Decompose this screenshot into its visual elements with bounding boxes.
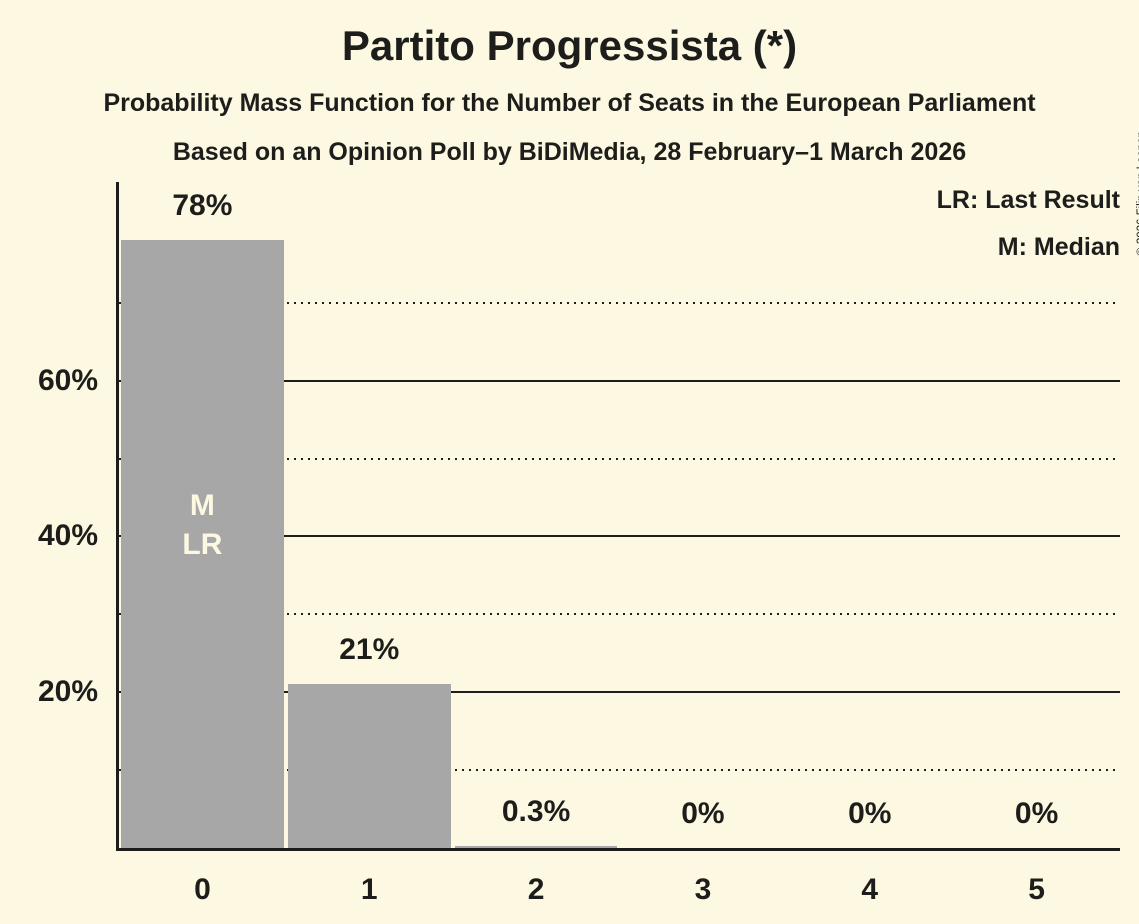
plot-area: 78% M LR 21% 0.3% 0% 0% 0% (116, 182, 1120, 851)
y-tick-40pct: 40% (37, 519, 98, 553)
bar-annotation-line: M (189, 489, 215, 522)
x-tick-5: 5 (1028, 873, 1045, 906)
gridline-solid-20pct (119, 691, 1120, 694)
legend-last-result: LR: Last Result (936, 186, 1120, 214)
gridline-dotted-50pct (119, 457, 1120, 460)
bar-value-label-5: 0% (1014, 797, 1059, 830)
x-tick-0: 0 (194, 873, 211, 906)
bar-annotation-line: LR (182, 528, 223, 561)
x-tick-4: 4 (861, 873, 879, 906)
chart-title: Partito Progressista (*) (341, 22, 798, 69)
gridline-solid-60pct (119, 379, 1120, 382)
bar-value-label-3: 0% (681, 797, 725, 830)
x-tick-2: 2 (527, 873, 545, 906)
gridline-dotted-70pct (119, 301, 1120, 304)
chart-source-note: Based on an Opinion Poll by BiDiMedia, 2… (172, 138, 967, 166)
x-tick-1: 1 (360, 873, 378, 906)
bar-seats-0 (121, 240, 284, 848)
bar-seats-1 (287, 684, 451, 848)
bar-value-label-2: 0.3% (501, 795, 571, 828)
gridline-solid-40pct (119, 535, 1120, 538)
x-axis-line (116, 848, 1120, 851)
bar-value-label-0: 78% (172, 189, 233, 222)
bar-value-label-1: 21% (339, 633, 400, 666)
bar-value-label-4: 0% (848, 797, 892, 830)
bar-seats-2 (454, 846, 618, 848)
legend-median: M: Median (997, 233, 1120, 261)
y-tick-60pct: 60% (37, 363, 98, 397)
x-tick-3: 3 (694, 873, 712, 906)
bar-annotation-median-last-result: M LR (182, 486, 222, 564)
chart-subtitle: Probability Mass Function for the Number… (103, 89, 1036, 117)
y-tick-20pct: 20% (37, 675, 98, 709)
y-axis-line (116, 182, 119, 851)
legend: LR: Last Result M: Median (937, 177, 1120, 271)
gridline-dotted-10pct (119, 769, 1120, 772)
gridline-dotted-30pct (119, 613, 1120, 616)
